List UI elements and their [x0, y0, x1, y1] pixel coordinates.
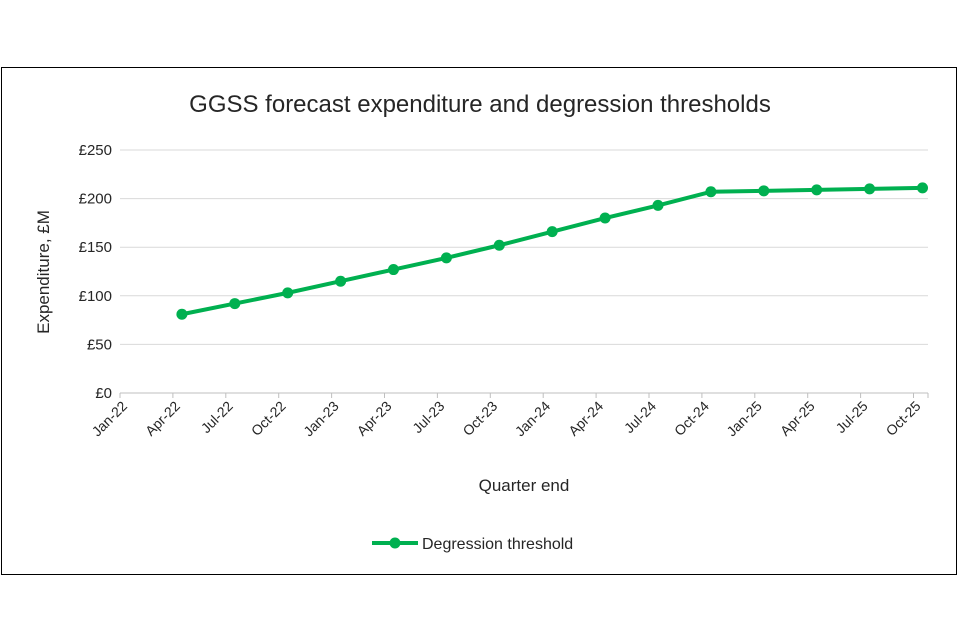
- data-point: [388, 264, 399, 276]
- data-point: [811, 184, 823, 196]
- legend-label: Degression threshold: [422, 536, 573, 553]
- x-tick-label: Oct-22: [248, 398, 289, 439]
- data-point: [652, 199, 664, 211]
- data-point: [440, 252, 452, 264]
- x-tick-label: Apr-25: [777, 398, 818, 439]
- data-point: [229, 298, 241, 310]
- y-tick-label: £0: [95, 385, 112, 402]
- data-point: [493, 239, 505, 251]
- data-point: [705, 186, 717, 198]
- data-point: [758, 185, 770, 197]
- x-tick-label: Jan-25: [723, 398, 765, 440]
- x-tick-label: Apr-22: [142, 398, 183, 439]
- x-tick-label: Jan-23: [300, 398, 342, 440]
- y-tick-label: £200: [79, 191, 112, 208]
- y-tick-label: £150: [79, 239, 112, 256]
- y-tick-label: £50: [87, 336, 112, 353]
- x-tick-label: Apr-24: [565, 398, 606, 439]
- x-tick-label: Jul-24: [621, 398, 659, 436]
- chart-title: GGSS forecast expenditure and degression…: [189, 91, 771, 118]
- data-point: [176, 308, 188, 320]
- data-point: [599, 212, 611, 224]
- x-axis-label: Quarter end: [479, 476, 570, 495]
- x-tick-label: Oct-25: [883, 398, 924, 439]
- y-axis-label: Expenditure, £M: [34, 210, 53, 334]
- y-tick-label: £100: [79, 288, 112, 305]
- x-tick-label: Jan-22: [89, 398, 131, 440]
- x-tick-label: Jul-22: [198, 398, 236, 436]
- x-tick-label: Jul-25: [832, 398, 870, 436]
- x-tick-label: Jul-23: [409, 398, 447, 436]
- data-point: [864, 183, 876, 195]
- data-point: [282, 287, 294, 299]
- x-tick-label: Apr-23: [354, 398, 395, 439]
- chart-frame: [1, 67, 957, 575]
- legend-dot-marker: [389, 537, 401, 549]
- data-point: [546, 226, 558, 238]
- data-point: [335, 275, 347, 287]
- x-tick-label: Jan-24: [512, 398, 554, 440]
- legend: Degression threshold: [372, 536, 573, 553]
- y-tick-label: £250: [79, 142, 112, 159]
- x-tick-label: Oct-24: [671, 398, 712, 439]
- data-point: [917, 182, 928, 194]
- x-tick-label: Oct-23: [459, 398, 500, 439]
